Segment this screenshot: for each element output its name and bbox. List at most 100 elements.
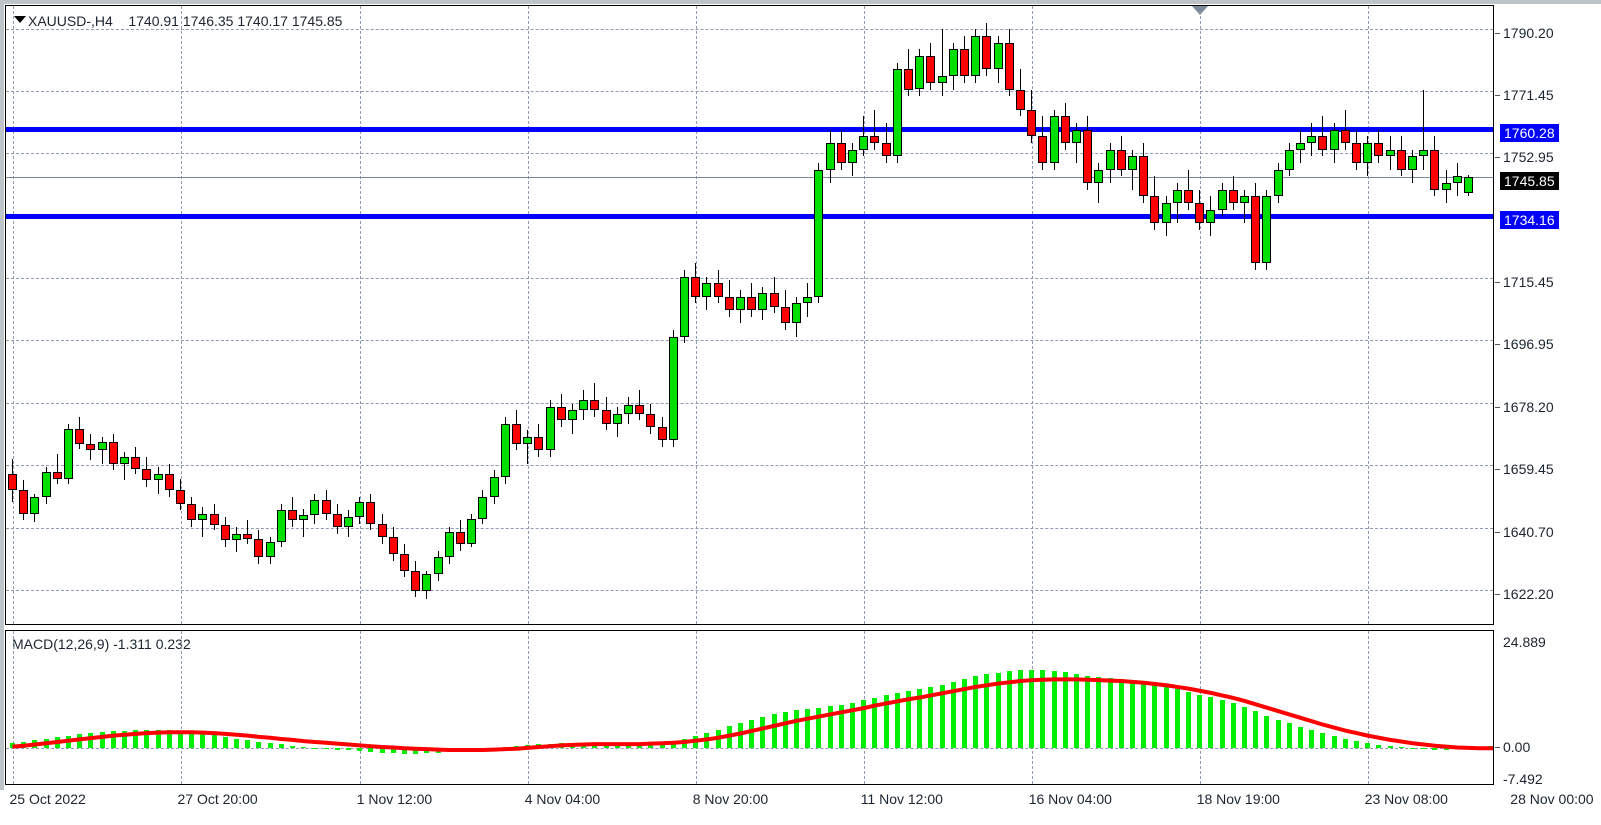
macd-histogram-bar [312,747,318,749]
candle-body [1016,89,1025,110]
window-top-scrollbar[interactable] [0,0,1601,4]
candle-body [153,473,163,481]
price-tick-label: 1771.45 [1503,87,1554,104]
price-level-line[interactable] [6,213,1493,219]
candle-body [321,500,331,514]
macd-histogram-bar [1421,748,1427,750]
candle-body [30,497,40,514]
macd-histogram-bar [390,748,396,754]
candle-body [332,513,342,528]
candle-body [926,56,936,83]
macd-histogram-bar [1242,707,1247,749]
candle-wick [1176,183,1178,224]
candle-body [97,441,107,451]
vertical-gridline [359,631,361,784]
macd-histogram-bar [1309,730,1315,749]
price-axis[interactable]: 1790.20 1771.45 1752.95 1715.45 1696.95 1678.… [1495,5,1599,625]
macd-histogram-bar [984,674,990,749]
candle-body [1139,156,1149,197]
candle-body [288,510,297,521]
macd-histogram-bar [1197,694,1203,749]
macd-histogram-bar [827,706,833,749]
candle-body [747,296,757,310]
macd-histogram-bar [838,704,844,749]
price-tick [1495,95,1500,97]
candle-body [220,525,230,541]
macd-histogram-bar [334,748,340,750]
macd-histogram-bar [995,672,1001,749]
vertical-gridline [1367,6,1369,624]
triangle-down-icon[interactable] [14,16,26,23]
macd-histogram-bar [861,700,867,749]
macd-histogram-bar [1074,673,1079,749]
candle-body [579,400,589,411]
candle-wick [101,436,103,464]
price-level-line[interactable] [6,126,1493,132]
price-chart-pane[interactable]: XAUUSD-,H4 1740.91 1746.35 1740.17 1745.… [5,5,1494,625]
candle-body [75,428,85,444]
macd-indicator-pane[interactable]: MACD(12,26,9) -1.311 0.232 [5,630,1494,785]
time-tick-label: 28 Nov 00:00 [1510,791,1594,807]
time-tick-label: 16 Nov 04:00 [1028,791,1112,807]
price-tick-label: 1659.45 [1503,461,1554,478]
candle-wick [1344,109,1346,150]
candle-body [1128,156,1137,170]
vertical-gridline [1199,6,1201,624]
macd-histogram-bar [144,729,150,749]
candle-body [971,36,981,77]
vertical-gridline [359,6,361,624]
macd-histogram-bar [346,748,351,751]
candle-body [915,56,925,90]
chart-marker-triangle-icon[interactable] [1192,6,1209,15]
candle-body [792,303,801,324]
macd-tick-label: -7.492 [1503,771,1543,787]
macd-histogram-bar [1006,671,1012,749]
candle-body [377,523,387,538]
candle-body [209,513,219,526]
candle-body [433,557,443,574]
candle-body [803,296,813,304]
macd-histogram-bar [1208,697,1214,749]
candle-body [1161,203,1171,224]
time-axis[interactable]: 25 Oct 2022 27 Oct 20:00 1 Nov 12:00 4 Nov … [5,786,1599,820]
macd-histogram-bar [1253,711,1259,749]
candle-body [1262,196,1272,264]
candle-wick [202,507,204,538]
macd-histogram-bar [749,719,755,749]
time-tick-label: 27 Oct 20:00 [177,791,258,807]
horizontal-gridline [6,465,1493,467]
macd-histogram-bar [357,748,363,752]
macd-histogram-bar [771,714,777,749]
time-tick-label: 23 Nov 08:00 [1364,791,1448,807]
candle-body [344,517,353,528]
macd-axis[interactable]: 24.889 0.00 -7.492 [1495,630,1599,787]
candle-body [612,413,622,424]
candle-body [1072,129,1081,143]
candle-body [601,410,611,424]
candle-body [635,405,645,414]
candle-body [254,538,264,558]
candle-body [825,142,835,170]
vertical-gridline [12,631,14,784]
macd-histogram-bar [1320,733,1326,749]
macd-histogram-bar [122,730,127,749]
macd-histogram-bar [603,744,609,749]
left-scroll-strip[interactable] [0,0,4,790]
candle-body [523,436,533,444]
candle-body [120,456,129,464]
candle-body [1296,142,1305,150]
candle-body [948,49,958,77]
macd-histogram-bar [1275,719,1281,749]
candle-wick [1423,89,1425,170]
candle-body [713,283,723,297]
price-tick [1495,344,1500,346]
candle-body [108,441,118,464]
macd-histogram-bar [1062,672,1068,749]
price-level-badge[interactable]: 1734.16 [1500,210,1559,229]
vertical-gridline [1367,631,1369,784]
chart-header-label: XAUUSD-,H4 1740.91 1746.35 1740.17 1745.… [28,13,342,29]
price-level-badge[interactable]: 1760.28 [1500,123,1559,142]
macd-tick-label: 24.889 [1503,634,1546,650]
candle-body [1419,149,1429,157]
macd-histogram-bar [1410,748,1415,750]
